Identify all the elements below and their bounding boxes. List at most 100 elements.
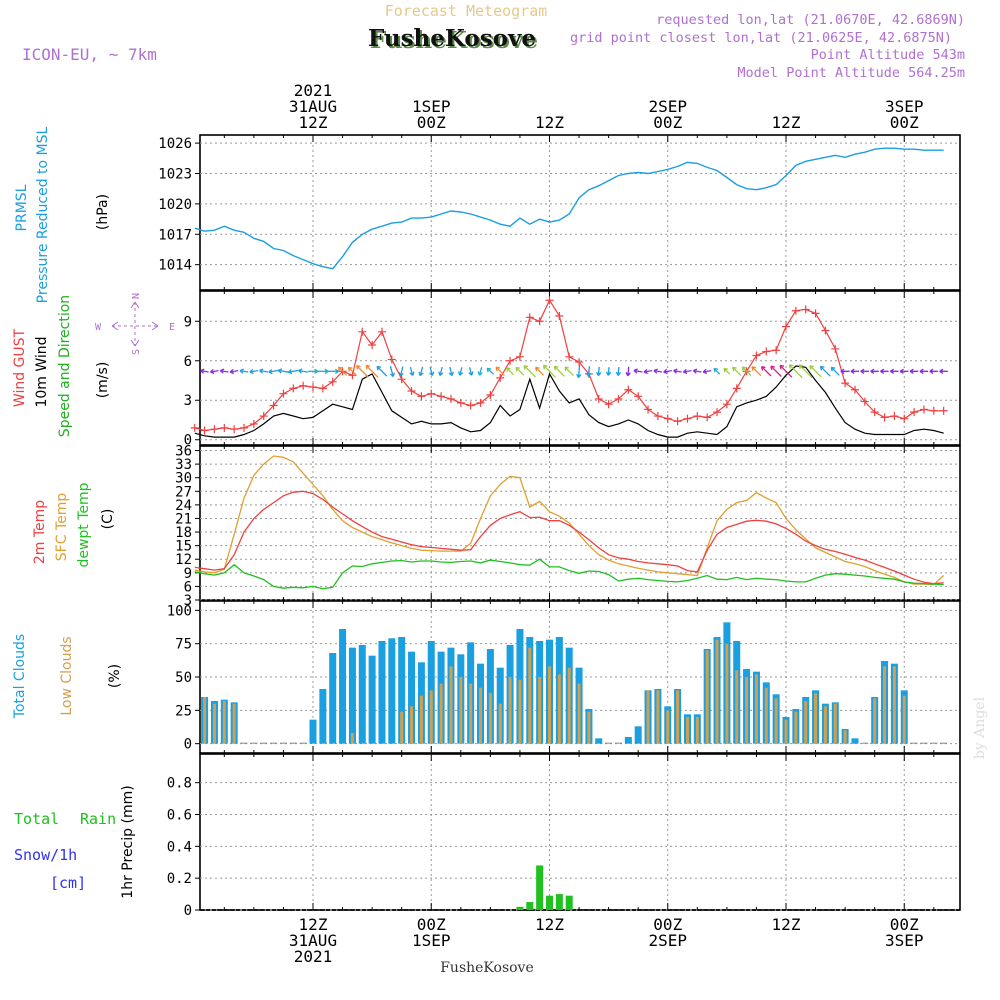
low-cloud-bar — [567, 667, 571, 744]
low-cloud-bar — [449, 666, 453, 744]
wind-direction-arrow — [692, 368, 702, 374]
chart-title: Forecast Meteogram — [385, 2, 548, 20]
low-cloud-bar — [843, 730, 847, 744]
top-time-label: 1SEP — [412, 97, 451, 116]
wind-direction-arrow — [830, 366, 840, 376]
precip-ytick-label: 0.6 — [167, 807, 192, 823]
gust-point — [427, 389, 436, 398]
clouds-unit: (%) — [107, 664, 123, 688]
gust-point — [417, 392, 426, 401]
gust-point — [722, 400, 731, 409]
low-cloud-bar — [222, 701, 226, 744]
gust-point — [466, 401, 475, 410]
total-cloud-bar — [378, 641, 386, 744]
low-cloud-bar — [685, 717, 689, 744]
gust-point — [387, 355, 396, 364]
total-cloud-bar — [309, 719, 317, 744]
total-cloud-bar — [920, 742, 928, 744]
svg-text:S: S — [131, 349, 142, 355]
bottom-time-label: 31AUG — [289, 931, 337, 950]
precip-ytick-label: 0.2 — [167, 871, 192, 887]
precip-unit: 1hr Precip (mm) — [120, 785, 136, 898]
gust-point — [634, 392, 643, 401]
svg-text:E: E — [169, 322, 175, 333]
wind-direction-arrow — [553, 365, 565, 377]
model-point-altitude: Model Point Altitude 564.25m — [737, 65, 965, 81]
total-cloud-bar — [270, 742, 278, 744]
total-cloud-bar — [368, 655, 376, 744]
temp2m-label: 2m Temp — [32, 500, 48, 564]
wind-direction-arrow — [741, 366, 752, 377]
temp-ytick-label: 18 — [175, 525, 192, 541]
low-cloud-bar — [212, 703, 216, 744]
temp-ytick-label: 24 — [175, 498, 192, 514]
low-cloud-bar — [508, 677, 512, 744]
gust-point — [880, 413, 889, 422]
low-cloud-bar — [695, 717, 699, 744]
pressure-label-2: Pressure Reduced to MSL — [35, 126, 51, 303]
gust-point — [476, 398, 485, 407]
wind-dir-label: Speed and Direction — [57, 295, 73, 437]
snow-unit-label: [cm] — [50, 874, 86, 892]
wind-direction-arrow — [347, 366, 357, 376]
total-cloud-bar — [595, 738, 603, 744]
wind-direction-arrow — [682, 368, 692, 375]
wind-direction-arrow — [389, 365, 396, 377]
top-time-label: 12Z — [535, 113, 564, 132]
wind-direction-arrow — [418, 366, 424, 377]
low-cloud-bar — [350, 733, 354, 744]
wind-direction-arrow — [277, 368, 289, 374]
wind-direction-arrow — [468, 367, 474, 376]
wind-direction-arrow — [298, 368, 308, 374]
total-cloud-bar — [339, 629, 347, 744]
wind-direction-arrow — [899, 368, 909, 374]
compass-icon: N S W E — [95, 293, 175, 355]
wind-direction-arrow — [448, 366, 454, 377]
low-cloud-bar — [833, 703, 837, 744]
low-cloud-bar — [557, 674, 561, 744]
total-cloud-bar — [398, 637, 406, 744]
low-cloud-bar — [429, 690, 433, 744]
gust-point — [368, 340, 377, 349]
temp-ytick-label: 12 — [175, 552, 192, 568]
top-time-label: 2021 — [294, 81, 333, 100]
low-cloud-bar — [439, 683, 443, 744]
gust-label: Wind GUST — [12, 328, 28, 407]
wind-direction-arrow — [850, 368, 860, 374]
top-time-label: 00Z — [417, 113, 446, 132]
gust-point — [220, 423, 229, 432]
gust-point — [841, 379, 850, 388]
wind-direction-arrow — [929, 368, 938, 374]
bottom-time-label: 12Z — [535, 915, 564, 934]
gust-point — [821, 326, 830, 335]
temp-ytick-label: 27 — [175, 484, 192, 500]
temp-ytick-label: 33 — [175, 457, 192, 473]
gust-point — [575, 358, 584, 367]
wind-direction-arrow — [819, 365, 831, 377]
wind-panel-frame — [199, 290, 961, 446]
temp-ytick-label: 30 — [175, 471, 192, 487]
pressure-ytick-label: 1020 — [158, 197, 192, 213]
wind-direction-arrow — [515, 366, 525, 376]
wind-direction-arrow — [605, 367, 612, 376]
low-cloud-bar — [587, 711, 591, 744]
total-cloud-bar — [910, 742, 918, 744]
wind-direction-arrow — [760, 365, 772, 377]
gust-point — [446, 394, 455, 403]
wind-direction-arrow — [840, 368, 850, 374]
wind-direction-arrow — [477, 367, 483, 376]
wind-direction-arrow — [798, 364, 813, 379]
gust-point — [919, 405, 928, 414]
gust-point — [663, 414, 672, 423]
total-cloud-bar — [279, 742, 287, 744]
low-cloud-bar — [705, 650, 709, 744]
total-cloud-bar — [348, 647, 356, 744]
gust-point — [890, 412, 899, 421]
gust-point — [870, 408, 879, 417]
gust-point — [644, 405, 653, 414]
wind-direction-arrow — [615, 366, 622, 376]
wind-direction-arrow — [398, 366, 404, 377]
gust-point — [377, 327, 386, 336]
low-cloud-bar — [577, 683, 581, 744]
clouds-ytick-label: 25 — [175, 703, 192, 719]
